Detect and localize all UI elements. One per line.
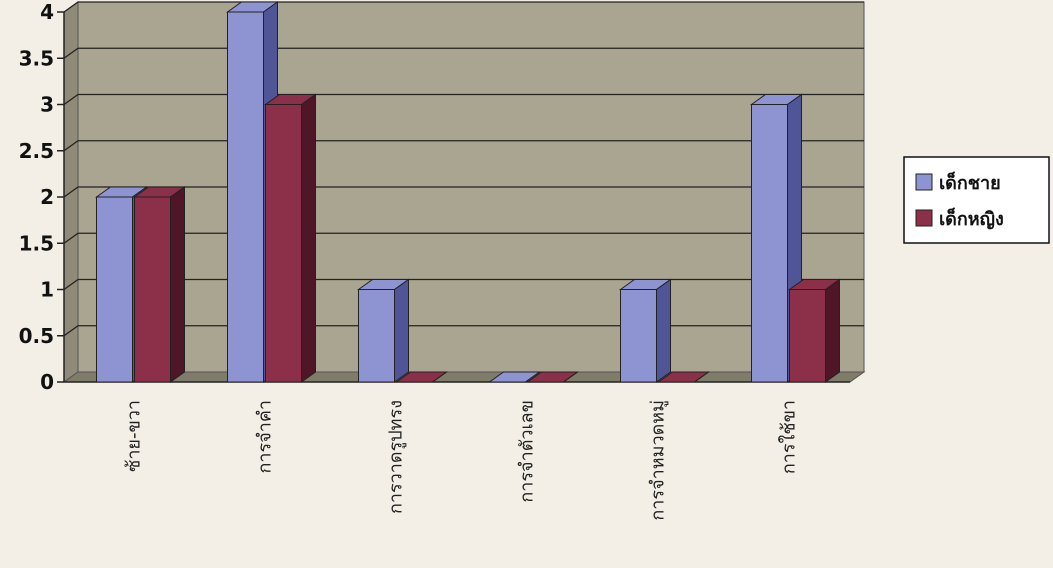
bar-front-face [620, 289, 657, 383]
y-tick-label: 3.5 [19, 46, 54, 70]
bar-side-face [825, 278, 840, 383]
y-tick-label: 0 [40, 370, 54, 394]
x-category-label: การวาดรูปทรง [386, 400, 407, 514]
y-tick-label: 0.5 [19, 324, 54, 348]
plot-area [62, 1, 866, 383]
gridline [63, 278, 864, 291]
gridline [63, 232, 864, 244]
gridline [63, 186, 864, 198]
bar-front-face [358, 289, 395, 383]
bar-girls-3 [525, 371, 580, 383]
bar-side-face [656, 278, 671, 383]
legend-label-boys: เด็กชาย [939, 171, 1001, 194]
x-category-label: การจำหมวดหมู่ [648, 400, 669, 521]
bar-front-face [96, 196, 133, 383]
gridline [63, 325, 864, 337]
bar-side-face [694, 371, 709, 383]
y-tick-label: 2.5 [19, 139, 54, 163]
bar-boys-2 [356, 278, 411, 383]
y-tick-label: 1 [40, 278, 54, 302]
bar-front-face [265, 104, 302, 383]
bar-girls-1 [263, 93, 318, 383]
y-tick-label: 3 [40, 93, 54, 117]
gridline [63, 140, 864, 152]
bar-side-face [301, 93, 316, 383]
y-tick-label: 4 [40, 0, 54, 24]
x-category-label: การจำตัวเลข [517, 400, 538, 503]
bar-side-face [394, 278, 409, 383]
bar-boys-4 [618, 278, 673, 383]
bar-side-face [432, 371, 447, 383]
legend-swatch-girls [915, 209, 933, 227]
x-category-label: ซ้าย-ขวา [124, 400, 145, 472]
category-labels: ซ้าย-ขวา การจำคำ การวาดรูปทรง การจำตัวเลข กา… [124, 400, 800, 521]
plot-floor [62, 371, 866, 383]
bar-girls-0 [132, 186, 187, 383]
gridline [63, 93, 864, 106]
bar-girls-5 [787, 278, 842, 383]
x-category-label: การใช้ขา [778, 400, 800, 474]
legend-swatch-boys [915, 173, 933, 191]
y-tick-label: 2 [40, 185, 54, 209]
bar-front-face [789, 289, 826, 383]
bar-girls-4 [656, 371, 711, 383]
bar-side-face [525, 371, 540, 383]
legend: เด็กชาย เด็กหญิง [903, 156, 1050, 244]
bar-girls-2 [394, 371, 449, 383]
gridline [63, 1, 864, 13]
bar-side-face [563, 371, 578, 383]
bar-front-face [134, 196, 171, 383]
bar-boys-3 [487, 371, 542, 383]
legend-box [903, 156, 1050, 244]
y-axis-ticks: 0 0.5 1 1.5 2 2.5 3 3.5 4 [19, 0, 850, 394]
legend-label-girls: เด็กหญิง [939, 207, 1004, 230]
bar-front-face [227, 11, 264, 383]
y-tick-label: 1.5 [19, 231, 54, 255]
x-category-label: การจำคำ [255, 400, 276, 473]
bars [94, 1, 842, 383]
bar-front-face [751, 104, 788, 383]
bar-side-face [170, 186, 185, 383]
gridline [63, 47, 864, 59]
